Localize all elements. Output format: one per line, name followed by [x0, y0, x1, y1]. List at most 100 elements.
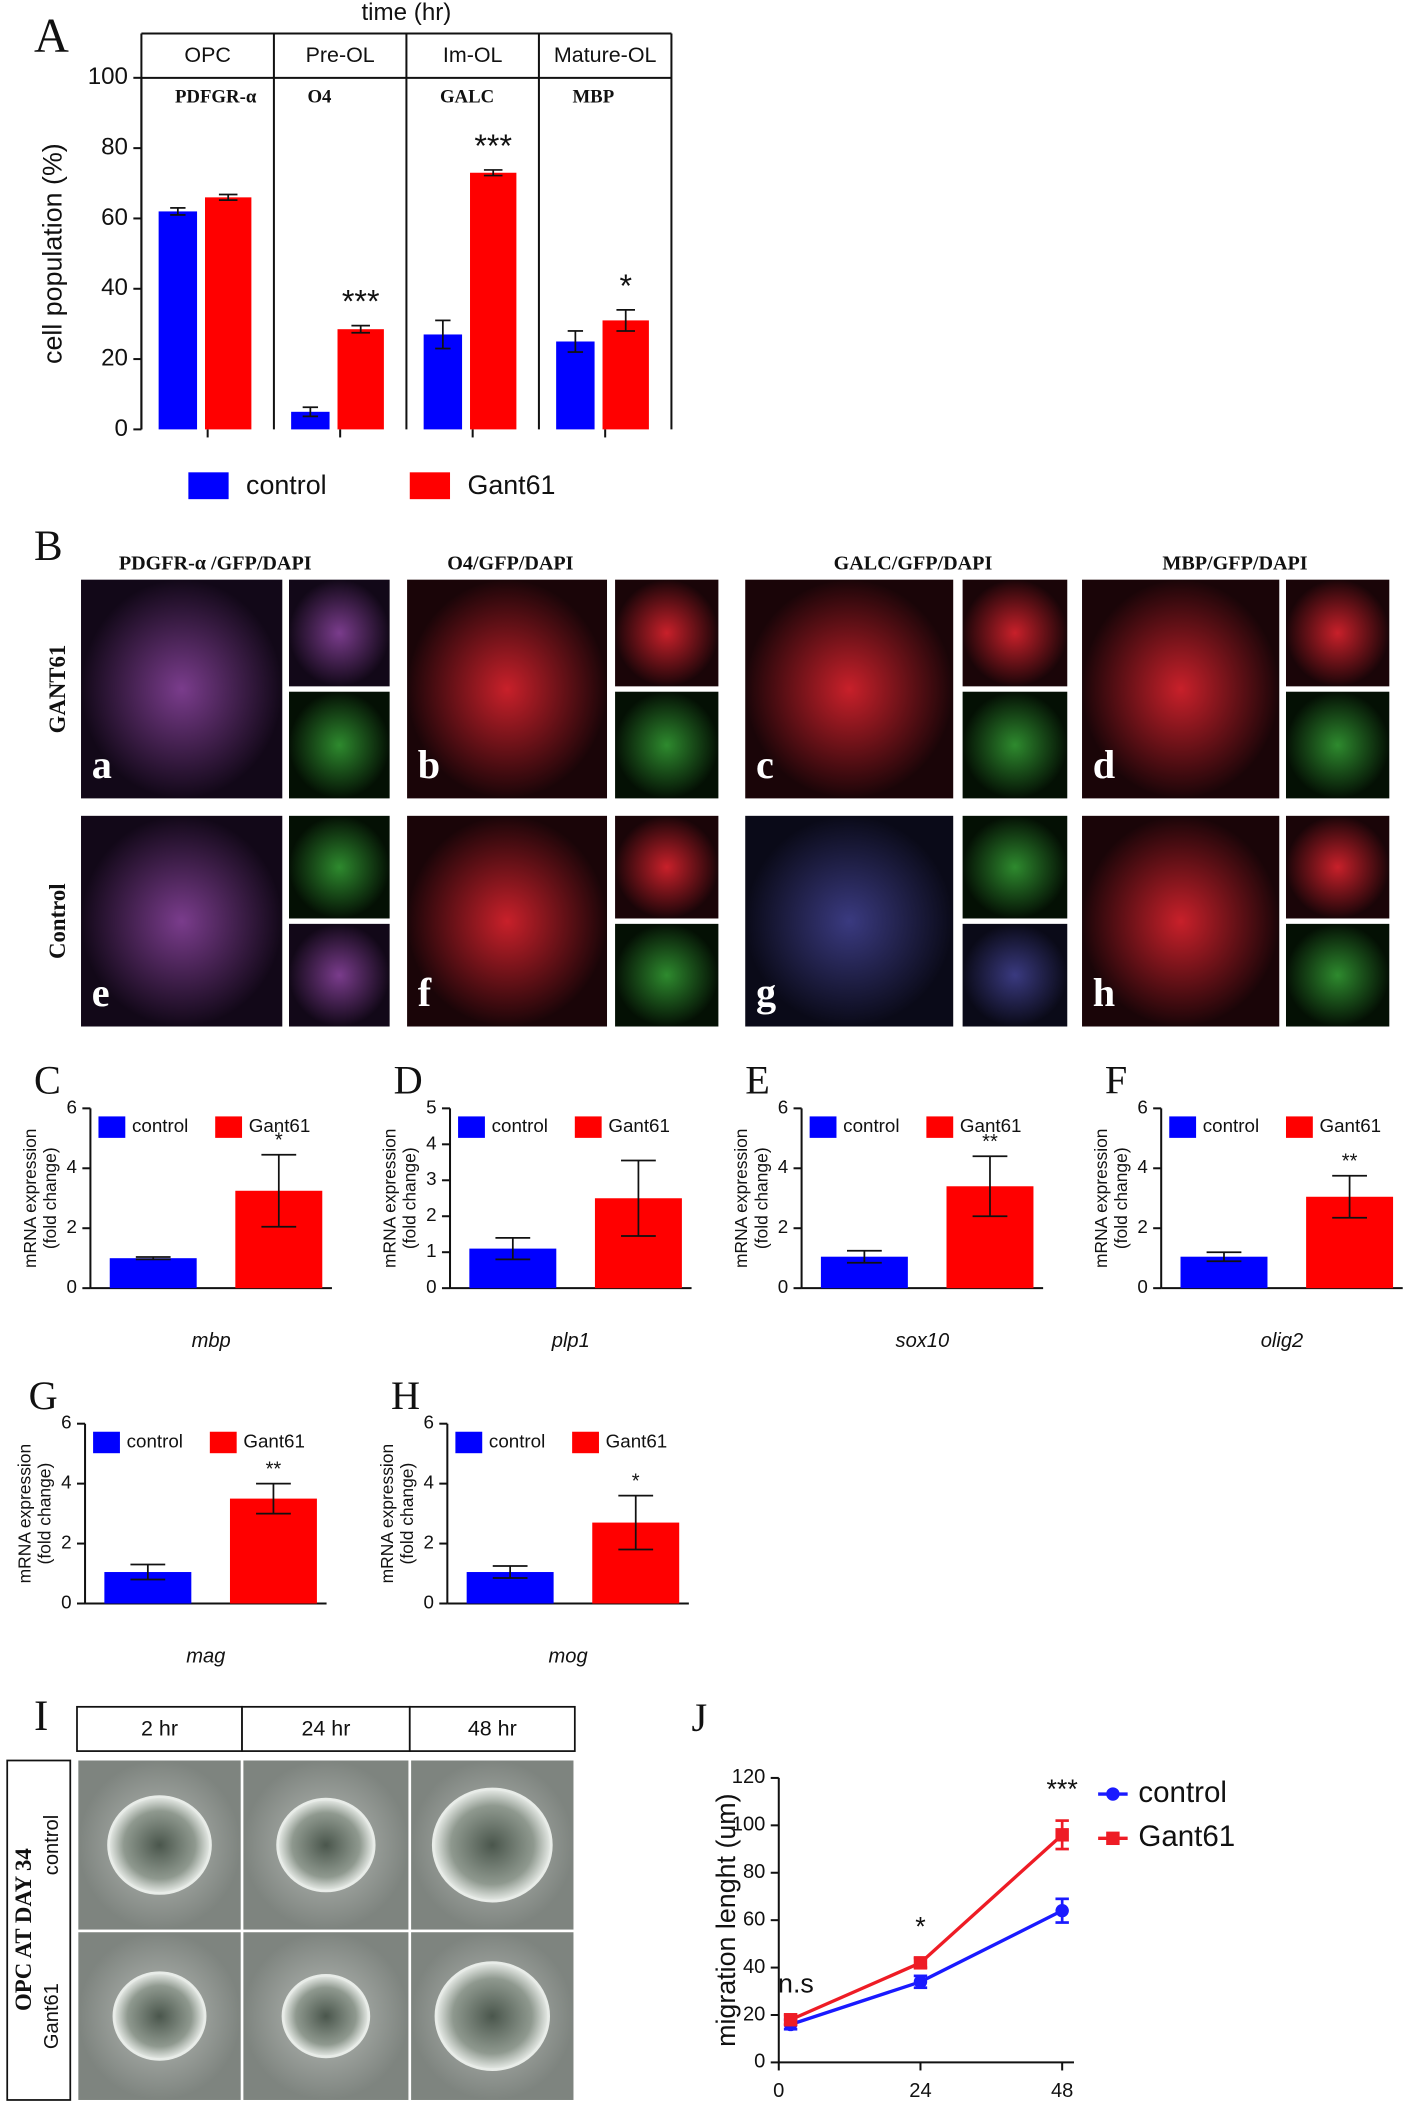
y-tick-label: 0: [423, 1591, 433, 1612]
y-axis-label: mRNA expression: [15, 1444, 35, 1584]
micrograph: [1082, 579, 1280, 799]
column-label: O4/GFP/DAPI: [447, 553, 573, 575]
y-tick-label: 6: [1137, 1096, 1147, 1117]
bar: [109, 1258, 197, 1289]
panel-label: C: [34, 1057, 61, 1102]
error-bar: [846, 1249, 882, 1264]
y-tick-label: 2: [67, 1216, 77, 1237]
panel-label: A: [34, 9, 69, 62]
legend-label: control: [127, 1430, 183, 1451]
row-label: Gant61: [41, 1983, 63, 2049]
column-label: PDGFR-α /GFP/DAPI: [119, 553, 312, 575]
y-axis-label: mRNA expression: [380, 1128, 400, 1268]
bar: [337, 329, 384, 430]
legend-swatch: [926, 1116, 954, 1138]
legend-label: control: [132, 1115, 188, 1136]
y-axis-label: mRNA expression: [377, 1444, 397, 1584]
legend-label: control: [492, 1115, 548, 1136]
micrograph: [745, 579, 954, 799]
y-tick-label: 6: [67, 1096, 77, 1117]
column-box: [408, 1705, 576, 1752]
legend-label: Gant61: [606, 1430, 668, 1451]
chart-title: time (hr): [361, 0, 451, 26]
micrograph: [745, 815, 954, 1027]
category-label: Mature-OL: [554, 43, 657, 67]
x-axis-label: mog: [549, 1645, 588, 1667]
column-label: MBP/GFP/DAPI: [1162, 553, 1307, 575]
y-tick-label: 6: [778, 1096, 788, 1117]
micrograph-inset: [289, 579, 390, 687]
image-letter: d: [1093, 742, 1115, 787]
legend-label: control: [246, 470, 327, 500]
spheroid: [281, 1973, 371, 2059]
error-bar: [302, 406, 319, 418]
category-label: Pre-OL: [306, 43, 375, 67]
y-tick-label: 6: [61, 1412, 71, 1433]
micrograph-inset: [962, 691, 1068, 799]
y-axis-label: (fold change): [397, 1463, 417, 1565]
bar: [556, 341, 595, 430]
y-tick-label: 4: [67, 1156, 77, 1177]
y-tick-label: 4: [61, 1472, 71, 1493]
legend-label: Gant61: [249, 1115, 311, 1136]
image-letter: c: [756, 742, 774, 787]
legend-swatch: [572, 1431, 599, 1454]
column-label: 2 hr: [141, 1716, 178, 1740]
marker-label: O4: [307, 86, 332, 107]
y-tick-label: 80: [743, 1861, 765, 1883]
micrograph-inset: [615, 691, 719, 799]
image-letter: g: [756, 970, 776, 1015]
bar: [291, 411, 330, 430]
micrograph-inset: [962, 923, 1068, 1027]
image-letter: h: [1093, 970, 1115, 1015]
legend-swatch: [188, 472, 229, 500]
error-bar: [567, 330, 584, 353]
legend-swatch: [98, 1116, 126, 1138]
y-tick-label: 100: [88, 63, 128, 90]
significance: *: [619, 268, 632, 304]
micrograph-inset: [289, 923, 390, 1027]
y-tick-label: 2: [423, 1532, 433, 1553]
y-axis-label: mRNA expression: [20, 1128, 40, 1268]
y-axis-label: (fold change): [40, 1147, 60, 1249]
y-tick-label: 0: [67, 1276, 77, 1297]
y-tick-label: 2: [778, 1216, 788, 1237]
y-axis-label: mRNA expression: [1091, 1128, 1111, 1268]
side-box: [6, 1759, 72, 2101]
y-tick-label: 5: [426, 1096, 436, 1117]
error-bar: [130, 1563, 166, 1581]
micrograph-inset: [1285, 923, 1390, 1027]
legend-label: control: [843, 1115, 899, 1136]
legend-swatch: [458, 1116, 485, 1138]
y-tick-label: 6: [423, 1412, 433, 1433]
column-box: [241, 1705, 411, 1752]
y-tick-label: 60: [101, 204, 128, 231]
legend-swatch: [455, 1431, 483, 1454]
y-tick-label: 3: [426, 1168, 436, 1189]
y-tick-label: 0: [115, 415, 128, 442]
y-axis-label: (fold change): [1111, 1147, 1131, 1249]
y-axis-label: mRNA expression: [731, 1128, 751, 1268]
y-tick-label: 2: [1137, 1216, 1147, 1237]
error-bar: [256, 1482, 291, 1515]
error-bar: [1332, 1174, 1367, 1219]
legend-swatch: [93, 1431, 120, 1454]
micrograph-inset: [615, 579, 719, 687]
x-axis-label: plp1: [551, 1330, 590, 1352]
panel-label: I: [34, 1693, 48, 1740]
error-bar: [483, 169, 503, 177]
error-bar: [495, 1236, 531, 1261]
y-tick-label: 0: [778, 1276, 788, 1297]
x-tick-label: 24: [909, 2080, 931, 2102]
panel-label: G: [29, 1373, 58, 1418]
spheroid: [276, 1797, 376, 1893]
legend-label: control: [489, 1430, 545, 1451]
y-axis-label: (fold change): [35, 1463, 55, 1565]
panel-label: H: [391, 1373, 420, 1418]
micrograph-inset: [1285, 691, 1390, 799]
spheroid: [112, 1971, 207, 2061]
x-axis-label: olig2: [1261, 1330, 1304, 1352]
x-axis-label: sox10: [896, 1330, 950, 1352]
panel-label: B: [34, 523, 63, 570]
